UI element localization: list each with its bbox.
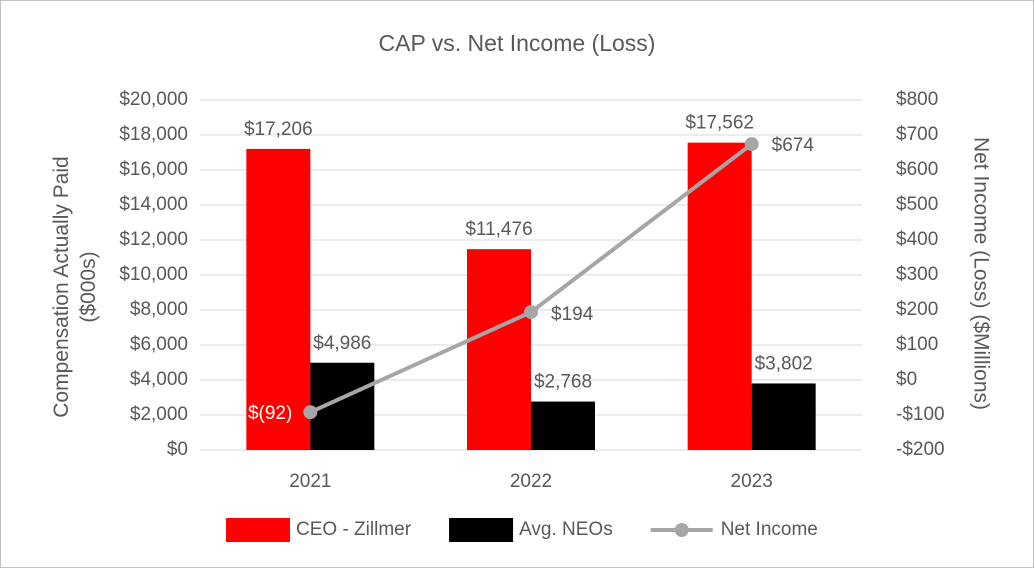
data-label: $4,986 <box>313 333 371 354</box>
y2-tick-label: $600 <box>896 159 938 180</box>
legend-swatch <box>674 523 689 537</box>
y2-tick-label: $500 <box>896 194 938 215</box>
data-label: $3,802 <box>755 353 813 374</box>
line-point <box>524 305 538 320</box>
y2-axis-title: Net Income (Loss) ($Millions) <box>969 136 993 411</box>
legend-swatch <box>449 518 514 542</box>
x-tick-label: 2023 <box>731 471 773 492</box>
y2-tick-label: $700 <box>896 124 938 145</box>
line-point <box>744 137 759 152</box>
bar <box>246 148 311 450</box>
line-point <box>303 405 318 420</box>
y2-tick-label: $100 <box>896 334 938 355</box>
y-tick-label: $8,000 <box>130 299 188 320</box>
y-tick-label: $14,000 <box>119 194 188 215</box>
chart-title: CAP vs. Net Income (Loss) <box>379 30 656 56</box>
y-tick-label: $2,000 <box>130 404 188 425</box>
data-label: $17,562 <box>685 113 754 134</box>
bar <box>531 401 595 450</box>
y-tick-label: $4,000 <box>130 369 188 390</box>
bar <box>687 142 752 451</box>
y2-tick-label: $800 <box>896 89 938 110</box>
y-tick-label: $0 <box>167 439 188 460</box>
data-label: $674 <box>772 135 815 156</box>
y-tick-label: $10,000 <box>119 264 188 285</box>
legend-label: CEO - Zillmer <box>296 519 412 540</box>
data-label: $11,476 <box>465 219 532 240</box>
y-axis-title: Compensation Actually Paid ($000s) <box>50 156 100 418</box>
y2-tick-label: $400 <box>896 229 938 250</box>
data-label: $(92) <box>248 403 292 424</box>
bar <box>467 249 531 450</box>
y-tick-label: $18,000 <box>119 124 188 145</box>
x-tick-label: 2021 <box>289 471 331 492</box>
x-tick-label: 2022 <box>510 471 552 492</box>
y-tick-label: $16,000 <box>119 159 188 180</box>
legend-label: Avg. NEOs <box>519 519 613 540</box>
y2-tick-label: -$100 <box>896 404 945 425</box>
y-tick-label: $12,000 <box>119 229 188 250</box>
legend-label: Net Income <box>721 519 818 540</box>
y-tick-label: $6,000 <box>130 334 188 355</box>
y2-tick-label: $0 <box>896 369 917 390</box>
legend-swatch <box>226 518 290 542</box>
y2-tick-label: -$200 <box>896 439 945 460</box>
y2-tick-label: $200 <box>896 299 938 320</box>
data-label: $17,206 <box>244 119 313 140</box>
bar <box>751 383 816 450</box>
y2-tick-label: $300 <box>896 264 938 285</box>
data-label: $194 <box>551 304 594 325</box>
y-tick-label: $20,000 <box>119 89 188 110</box>
data-label: $2,768 <box>534 372 592 393</box>
